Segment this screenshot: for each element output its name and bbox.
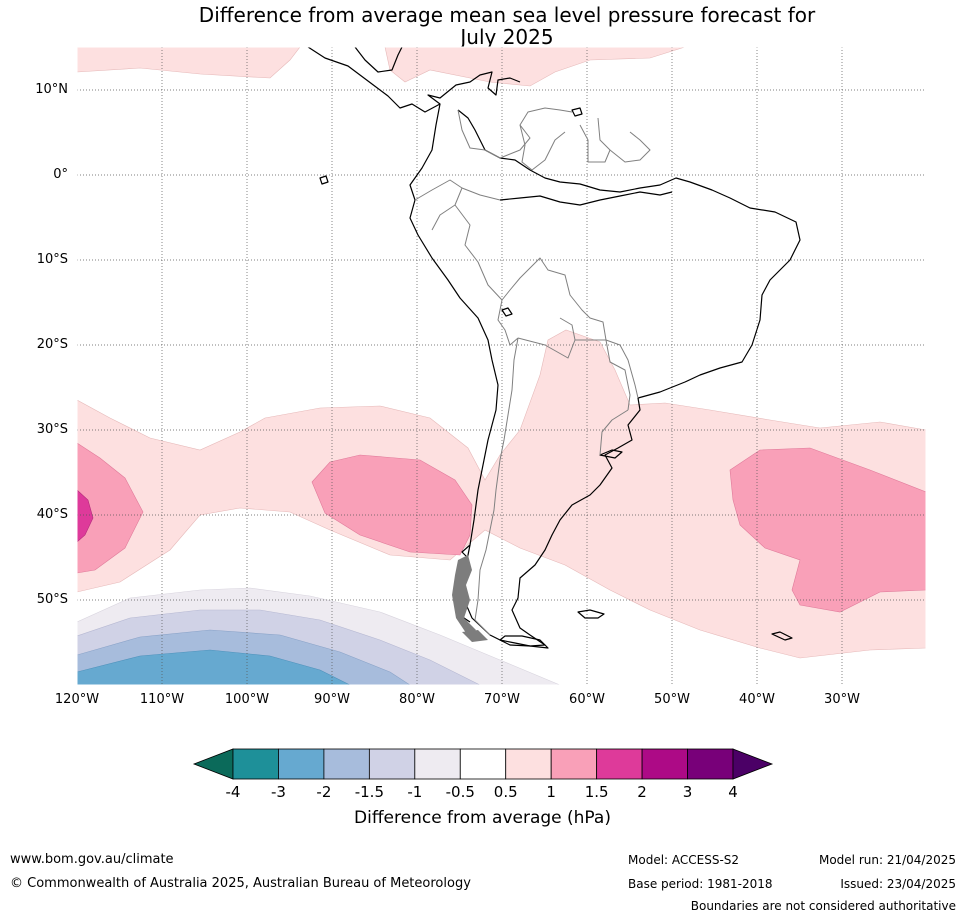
pressure-anomaly-field	[77, 47, 926, 685]
colorbar-box-9	[641, 748, 688, 780]
coast-amazon-river	[499, 191, 673, 206]
colorbar-box-7	[550, 748, 598, 780]
lat-label-20s: 20°S	[36, 337, 68, 352]
anomaly-area-southern-pink	[77, 329, 926, 659]
lat-label-10s: 10°S	[36, 252, 68, 267]
coast-yucatan	[354, 47, 403, 73]
colorbar-tick-9: 2	[637, 783, 647, 801]
title-line-1: Difference from average mean sea level p…	[198, 3, 816, 27]
coast-central-america	[307, 47, 521, 113]
footer-issued: Issued: 23/04/2025	[840, 877, 956, 891]
coast-trinidad	[571, 107, 583, 117]
lon-label-60w: 60°W	[569, 692, 605, 707]
lat-label-40s: 40°S	[36, 507, 68, 522]
lon-label-120w: 120°W	[54, 692, 100, 707]
anomaly-area-central-pacific-rose	[311, 454, 473, 556]
colorbar-box-8	[596, 748, 643, 780]
colorbar-box-2	[323, 748, 370, 780]
footer-disclaimer: Boundaries are not considered authoritat…	[690, 899, 956, 913]
lon-label-80w: 80°W	[399, 692, 435, 707]
colorbar-box-0	[232, 748, 279, 780]
lon-label-100w: 100°W	[224, 692, 270, 707]
coast-south-america	[409, 103, 801, 647]
colorbar-over-arrow	[732, 748, 774, 780]
coast-lake-titicaca	[501, 307, 513, 317]
colorbar-box-6	[505, 748, 552, 780]
colorbar-tick-6: 0.5	[493, 783, 518, 801]
colorbar-boxes	[232, 748, 734, 780]
colorbar-tick-3: -1.5	[354, 783, 384, 801]
anomaly-area-north-pink	[77, 47, 301, 79]
coast-south-georgia	[771, 631, 793, 641]
anomaly-area-southern-ocean-blue	[77, 649, 351, 685]
anomaly-area-sw-pacific-rose	[77, 442, 144, 574]
anomaly-area-caribbean-pink	[384, 47, 686, 87]
footer-base-period: Base period: 1981-2018	[628, 877, 773, 891]
country-borders	[414, 107, 651, 636]
lat-label-10n: 10°N	[35, 82, 68, 97]
lon-label-30w: 30°W	[824, 692, 860, 707]
coast-galapagos	[319, 175, 329, 185]
colorbar-box-3	[368, 748, 416, 780]
colorbar-tick-8: 1.5	[584, 783, 609, 801]
coast-rio-de-la-plata	[599, 449, 623, 459]
colorbar-box-1	[278, 748, 325, 780]
colorbar-tick-5: -0.5	[445, 783, 475, 801]
graticule	[77, 47, 926, 685]
colorbar-tick-4: -1	[407, 783, 423, 801]
map-frame	[76, 46, 927, 686]
colorbar-tick-10: 3	[682, 783, 693, 801]
lon-label-110w: 110°W	[139, 692, 185, 707]
lon-label-50w: 50°W	[654, 692, 690, 707]
colorbar-title: Difference from average (hPa)	[354, 808, 611, 828]
chilean-archipelago	[452, 555, 488, 642]
lat-label-30s: 30°S	[36, 422, 68, 437]
anomaly-area-atlantic-rose	[729, 447, 926, 613]
lon-label-70w: 70°W	[484, 692, 520, 707]
colorbar-under-arrow	[192, 748, 234, 780]
map-title: Difference from average mean sea level p…	[0, 4, 965, 48]
colorbar-box-4	[414, 748, 461, 780]
colorbar-tick-0: -4	[225, 783, 241, 801]
colorbar-box-10	[687, 748, 734, 780]
coast-tierra-del-fuego	[499, 635, 549, 649]
lat-label-0: 0°	[53, 167, 68, 182]
colorbar-tick-2: -2	[316, 783, 332, 801]
footer-copyright: © Commonwealth of Australia 2025, Austra…	[10, 876, 471, 891]
colorbar-tick-7: 1	[546, 783, 556, 801]
coast-falklands	[577, 609, 605, 619]
lat-label-50s: 50°S	[36, 592, 68, 607]
colorbar-box-5	[459, 748, 507, 780]
title-line-2: July 2025	[460, 25, 554, 49]
footer-url[interactable]: www.bom.gov.au/climate	[10, 852, 174, 867]
footer-model: Model: ACCESS-S2	[628, 853, 740, 867]
anomaly-area-sw-pacific-magenta	[77, 489, 94, 543]
lon-label-40w: 40°W	[739, 692, 775, 707]
lon-label-90w: 90°W	[314, 692, 350, 707]
colorbar-tick-11: 4	[728, 783, 738, 801]
colorbar-tick-1: -3	[270, 783, 286, 801]
footer-model-run: Model run: 21/04/2025	[818, 853, 956, 867]
colorbar	[192, 748, 774, 780]
